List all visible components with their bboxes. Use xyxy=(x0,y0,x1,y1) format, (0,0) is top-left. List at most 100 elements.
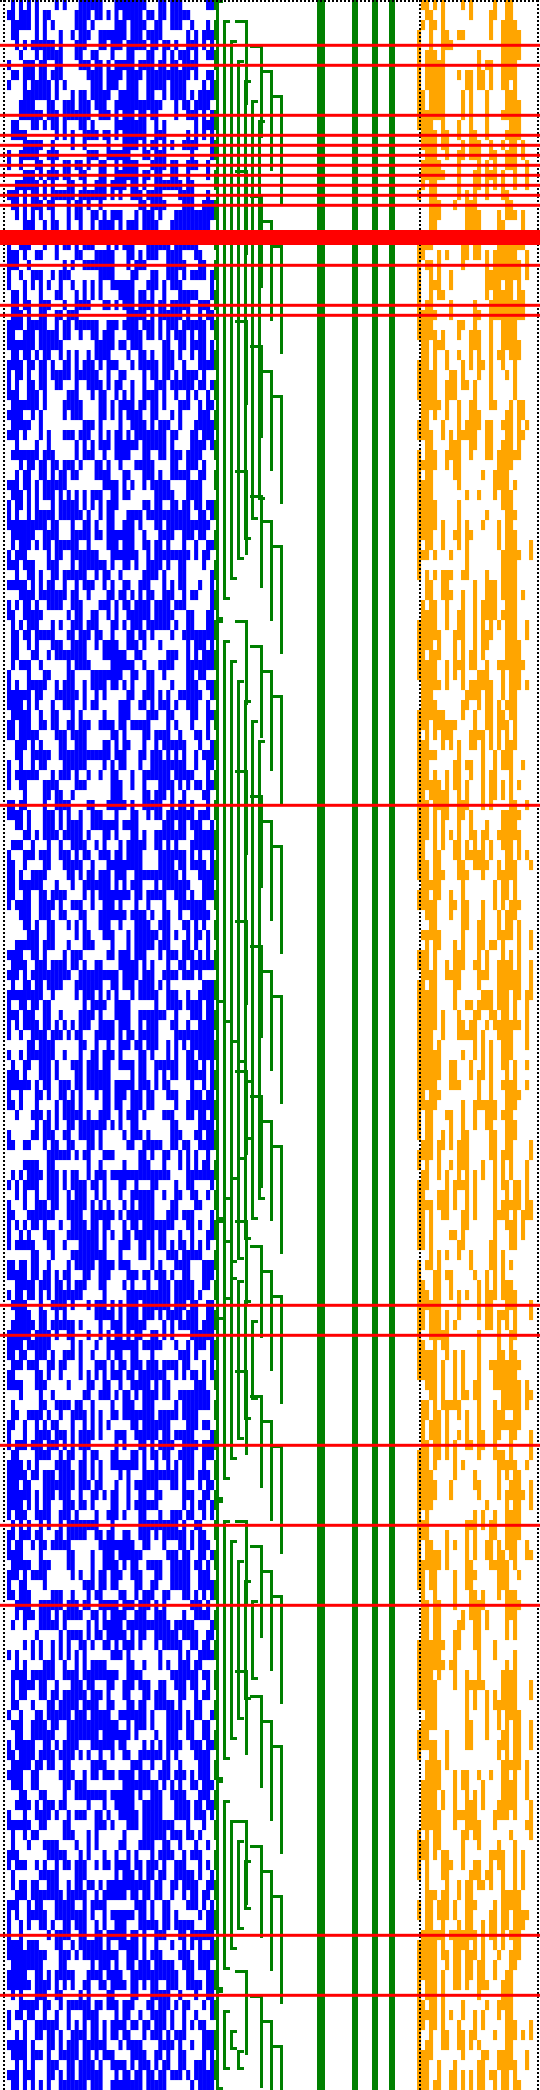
left-grid-cell xyxy=(198,1570,203,1581)
left-grid-cell xyxy=(98,1160,103,1171)
left-grid-cell xyxy=(18,1320,23,1331)
left-grid-cell xyxy=(170,1320,175,1331)
left-grid-cell xyxy=(7,1480,12,1491)
left-grid-cell xyxy=(154,1530,159,1541)
left-grid-cell xyxy=(86,870,91,881)
left-grid-cell xyxy=(94,1360,99,1371)
left-grid-cell xyxy=(66,1480,71,1491)
left-grid-cell xyxy=(146,930,151,941)
left-grid-cell xyxy=(78,710,83,721)
left-grid-cell xyxy=(7,330,12,341)
left-grid-cell xyxy=(150,620,155,631)
left-grid-cell xyxy=(62,1020,67,1031)
left-grid-cell xyxy=(110,1530,115,1541)
left-grid-cell xyxy=(50,1160,55,1171)
left-grid-cell xyxy=(26,1530,31,1541)
left-grid-cell xyxy=(134,820,139,831)
left-grid-cell xyxy=(146,1500,151,1511)
left-grid-cell xyxy=(126,1340,131,1351)
left-grid-cell xyxy=(26,600,31,611)
left-grid-cell xyxy=(166,690,171,701)
left-grid-cell xyxy=(130,390,135,401)
left-grid-cell xyxy=(78,610,83,621)
left-grid-cell xyxy=(66,1080,71,1091)
left-grid-cell xyxy=(22,970,27,981)
left-grid-cell xyxy=(110,860,115,871)
left-grid-cell xyxy=(98,70,103,81)
left-grid-cell xyxy=(142,370,147,381)
left-grid-cell xyxy=(190,1450,195,1461)
left-grid-cell xyxy=(38,1710,43,1721)
left-grid-cell xyxy=(150,510,155,521)
left-grid-cell xyxy=(174,1000,179,1011)
left-grid-cell xyxy=(10,1480,16,1491)
left-grid-cell xyxy=(30,590,35,601)
left-grid-cell xyxy=(22,250,27,261)
left-grid-cell xyxy=(50,960,55,971)
left-grid-cell xyxy=(82,700,87,711)
left-grid-cell xyxy=(90,1660,95,1671)
left-grid-cell xyxy=(70,570,75,581)
left-grid-cell xyxy=(158,1650,163,1661)
left-grid-cell xyxy=(158,240,163,251)
left-grid-cell xyxy=(150,430,155,441)
left-grid-cell xyxy=(7,1530,12,1541)
left-grid-cell xyxy=(86,1390,91,1401)
left-grid-cell xyxy=(114,530,119,541)
left-grid-cell xyxy=(106,750,111,761)
left-grid-cell xyxy=(202,670,207,681)
left-grid-cell xyxy=(30,360,35,371)
left-grid-cell xyxy=(210,1550,215,1561)
left-grid-cell xyxy=(46,930,51,941)
left-grid-cell xyxy=(206,1580,211,1591)
left-grid-cell xyxy=(162,1060,167,1071)
left-grid-cell xyxy=(186,670,191,681)
left-grid-cell xyxy=(202,1460,207,1471)
left-grid-cell xyxy=(206,1140,211,1151)
left-grid-cell xyxy=(14,420,20,431)
left-grid-cell xyxy=(114,1350,119,1361)
left-grid-cell xyxy=(190,1240,195,1251)
left-grid-cell xyxy=(42,670,47,681)
left-grid-cell xyxy=(194,1200,199,1211)
left-grid-cell xyxy=(118,1350,123,1361)
left-grid-cell xyxy=(18,1580,23,1591)
left-grid-cell xyxy=(158,660,163,671)
left-grid-cell xyxy=(98,470,103,481)
left-grid-cell xyxy=(106,1530,111,1541)
left-grid-cell xyxy=(186,1360,191,1371)
left-grid-cell xyxy=(142,1010,147,1021)
left-grid-cell xyxy=(122,1180,127,1191)
left-grid-cell xyxy=(94,1670,99,1681)
left-grid-cell xyxy=(82,550,87,561)
left-grid-cell xyxy=(122,1530,127,1541)
left-grid-cell xyxy=(46,530,51,541)
left-grid-cell xyxy=(82,520,87,531)
left-grid-cell xyxy=(130,620,135,631)
left-grid-cell xyxy=(166,70,171,81)
left-grid-cell xyxy=(154,510,159,521)
left-grid-cell xyxy=(34,700,39,711)
left-grid-cell xyxy=(82,730,87,741)
left-grid-cell xyxy=(198,510,203,521)
left-grid-cell xyxy=(94,1480,99,1491)
left-grid-cell xyxy=(158,330,163,341)
left-grid-cell xyxy=(106,1700,111,1711)
left-grid-cell xyxy=(18,1680,23,1691)
left-grid-cell xyxy=(122,760,127,771)
left-grid-cell xyxy=(50,1390,55,1401)
left-grid-cell xyxy=(170,1250,175,1261)
left-grid-cell xyxy=(126,1140,131,1151)
left-grid-cell xyxy=(26,770,31,781)
left-grid-cell xyxy=(30,1340,35,1351)
left-grid-cell xyxy=(166,1050,171,1061)
left-grid-cell xyxy=(42,1220,47,1231)
left-grid-cell xyxy=(182,1140,187,1151)
left-grid-cell xyxy=(150,100,155,111)
left-grid-cell xyxy=(30,580,35,591)
left-grid-cell xyxy=(166,1420,171,1431)
left-grid-cell xyxy=(14,1650,20,1661)
left-grid-cell xyxy=(190,620,195,631)
left-grid-cell xyxy=(210,760,215,771)
left-grid-cell xyxy=(190,770,195,781)
